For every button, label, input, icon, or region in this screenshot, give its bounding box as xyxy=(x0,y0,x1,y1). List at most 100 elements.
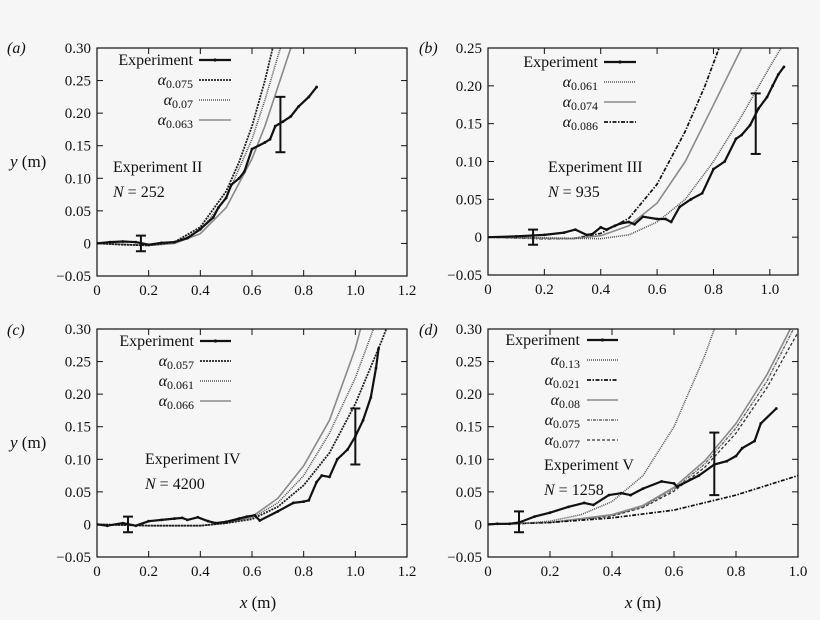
y-tick-label: 0.25 xyxy=(65,355,91,371)
legend-label: α0.057 xyxy=(159,353,194,372)
annotation: Experiment V xyxy=(544,457,634,474)
data-point xyxy=(196,515,200,519)
data-point xyxy=(346,448,349,451)
x-tick-label: 1.0 xyxy=(760,282,779,298)
y-tick-label: −0.05 xyxy=(56,269,91,285)
data-point xyxy=(173,517,176,520)
data-point xyxy=(697,474,701,477)
data-point xyxy=(224,520,228,524)
y-tick-label: 0.05 xyxy=(456,192,482,208)
y-tick-label: 0 xyxy=(84,236,92,252)
data-point xyxy=(105,524,109,528)
data-point xyxy=(675,485,679,489)
data-point xyxy=(206,519,210,523)
x-tick-label: 0.8 xyxy=(704,282,723,298)
series-line-Experiment xyxy=(488,407,778,526)
legend-label: α0.13 xyxy=(551,352,580,371)
y-tick-label: 0.10 xyxy=(456,452,482,468)
y-tick-label: 0.15 xyxy=(456,117,482,133)
x-tick-label: 1.2 xyxy=(398,564,417,580)
series-line-0.075 xyxy=(488,329,795,526)
error-bar xyxy=(123,515,133,534)
data-point xyxy=(599,225,603,229)
data-point xyxy=(672,481,676,485)
data-point xyxy=(712,167,715,171)
series-line-0.057 xyxy=(97,329,388,527)
y-tick-label: −0.05 xyxy=(447,550,482,566)
x-tick-label: 0.8 xyxy=(294,283,313,299)
series-line-0.077 xyxy=(488,331,798,526)
panel-c: (c)y (m)x (m)0.300.250.200.150.100.050−0… xyxy=(7,322,416,612)
data-point xyxy=(548,511,552,515)
x-tick-label: 0.8 xyxy=(294,564,313,580)
data-point xyxy=(619,222,622,225)
data-point xyxy=(604,228,608,232)
data-point xyxy=(619,491,623,495)
data-point xyxy=(281,120,285,124)
data-point xyxy=(700,191,704,195)
data-point xyxy=(664,217,667,221)
data-point xyxy=(641,215,645,219)
y-tick-label: 0.15 xyxy=(65,139,91,155)
data-point xyxy=(250,147,254,151)
data-point xyxy=(542,233,546,237)
series-line-Experiment xyxy=(97,86,318,246)
plot-frame xyxy=(96,47,408,277)
y-tick-label: 0.25 xyxy=(65,74,91,90)
x-tick-label: 0.6 xyxy=(243,283,262,299)
y-axis-label: y (m) xyxy=(8,152,46,171)
data-point xyxy=(377,347,380,350)
data-point xyxy=(689,197,693,201)
y-tick-label: −0.05 xyxy=(56,550,91,566)
data-point xyxy=(268,137,272,141)
data-point xyxy=(237,176,241,180)
data-point xyxy=(214,521,218,525)
legend-label: α0.086 xyxy=(563,114,598,133)
x-tick-label: 0.2 xyxy=(541,564,560,580)
data-point xyxy=(289,115,293,118)
data-point xyxy=(607,493,611,497)
series-group xyxy=(488,329,798,526)
x-tick-label: 0 xyxy=(93,283,101,299)
data-point xyxy=(108,240,112,244)
series-group xyxy=(97,48,318,247)
y-tick-label: 0.30 xyxy=(65,41,91,57)
data-point xyxy=(592,503,595,507)
y-tick-label: 0 xyxy=(475,230,483,246)
series-group xyxy=(488,48,786,240)
data-point xyxy=(173,240,176,244)
y-tick-label: 0.20 xyxy=(456,387,482,403)
data-point xyxy=(495,522,499,526)
data-point xyxy=(320,474,324,477)
data-point xyxy=(335,457,339,461)
data-point xyxy=(533,515,536,519)
data-point xyxy=(748,123,752,127)
data-point xyxy=(253,513,256,517)
annotation: N = 4200 xyxy=(144,476,205,493)
series-line-0.061 xyxy=(97,329,375,527)
data-point xyxy=(315,480,318,484)
y-tick-label: 0.20 xyxy=(456,79,482,95)
x-tick-label: 1.0 xyxy=(346,283,365,299)
data-point xyxy=(134,240,138,244)
data-point xyxy=(771,84,775,88)
x-tick-label: 0 xyxy=(484,282,492,298)
y-tick-label: 0.25 xyxy=(456,355,482,371)
data-point xyxy=(186,518,189,522)
annotation: Experiment III xyxy=(548,159,643,176)
data-point xyxy=(328,475,331,479)
error-bar xyxy=(709,431,720,497)
data-point xyxy=(263,141,267,144)
data-point xyxy=(217,206,220,210)
y-tick-label: −0.05 xyxy=(447,268,482,284)
y-tick-label: 0 xyxy=(84,517,92,533)
legend-marker xyxy=(213,339,218,343)
error-bar xyxy=(750,92,761,155)
plot-frame xyxy=(487,47,799,276)
data-point xyxy=(782,65,786,69)
data-point xyxy=(678,205,682,209)
data-point xyxy=(307,498,311,502)
data-point xyxy=(211,215,215,219)
